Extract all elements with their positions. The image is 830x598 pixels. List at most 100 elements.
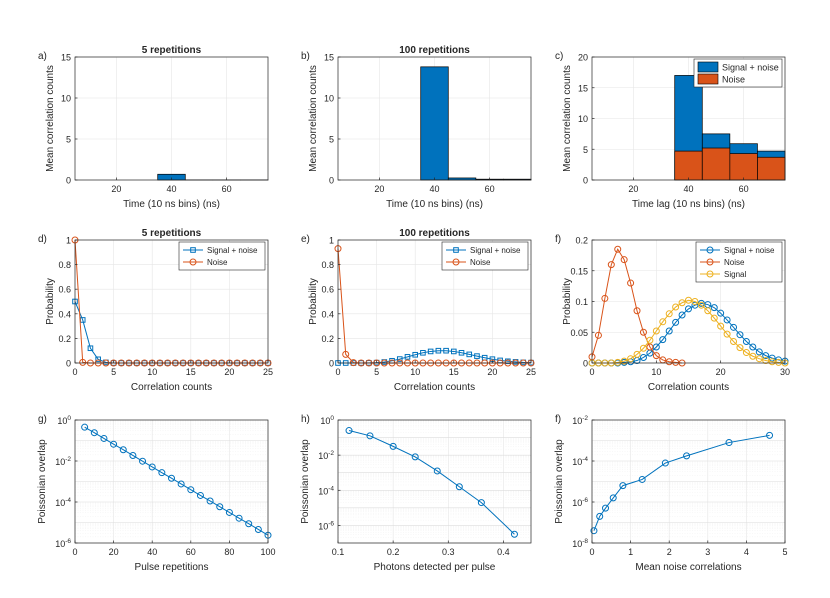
panel-label: b) bbox=[301, 51, 310, 62]
x-tick-label: 0 bbox=[72, 547, 77, 557]
x-axis-label: Correlation counts bbox=[131, 382, 212, 393]
y-tick-label: 10-8 bbox=[572, 538, 588, 549]
y-axis-label: Poissonian overlap bbox=[37, 439, 48, 524]
x-tick-label: 0.2 bbox=[387, 547, 400, 557]
data-point bbox=[683, 452, 691, 460]
y-tick-label: 5 bbox=[66, 135, 71, 145]
x-tick-label: 20 bbox=[716, 367, 726, 377]
data bbox=[590, 431, 774, 535]
x-tick-label: 0 bbox=[589, 547, 594, 557]
legend-marker bbox=[189, 258, 197, 266]
data-point bbox=[168, 474, 175, 482]
data-point bbox=[427, 348, 434, 355]
y-axis-label: Poissonian overlap bbox=[300, 439, 311, 524]
data-point bbox=[235, 514, 243, 522]
x-tick-label: 5 bbox=[111, 367, 116, 377]
data-point bbox=[627, 279, 635, 287]
data-point bbox=[396, 356, 403, 362]
data bbox=[345, 427, 518, 538]
y-tick-label: 1 bbox=[66, 236, 71, 246]
data-point bbox=[95, 356, 101, 363]
x-axis-label: Pulse repetitions bbox=[135, 562, 209, 573]
data-point bbox=[81, 423, 89, 431]
y-tick-label: 0.8 bbox=[321, 260, 334, 270]
legend-entry: Signal + noise bbox=[697, 61, 779, 73]
series-line bbox=[593, 434, 770, 531]
data-point bbox=[639, 353, 647, 361]
bar bbox=[420, 66, 449, 181]
data-point bbox=[633, 350, 641, 358]
series bbox=[590, 431, 774, 535]
ticks: 0 5 10 15 20 25 0 0.2 0.4 0.6 0.8 1 bbox=[321, 236, 536, 378]
y-tick-label: 10-4 bbox=[318, 485, 334, 496]
chart-title: 5 repetitions bbox=[142, 228, 202, 239]
data-point bbox=[620, 256, 628, 264]
data-point bbox=[723, 330, 731, 338]
plot-area bbox=[338, 420, 531, 543]
data-point bbox=[411, 453, 419, 461]
y-tick-label: 10-4 bbox=[572, 456, 588, 467]
panel-d: 0 5 10 15 20 25 0 0.2 0.4 0.6 0.8 1 Correlation coun… bbox=[38, 228, 273, 393]
x-tick-label: 3 bbox=[705, 547, 710, 557]
legend-label: Noise bbox=[470, 258, 491, 267]
data bbox=[420, 66, 532, 181]
x-tick-label: 20 bbox=[109, 547, 119, 557]
axes-box bbox=[74, 239, 269, 364]
data-point bbox=[254, 525, 262, 533]
panel-h: 0.1 0.2 0.3 0.4 10-6 10-4 10-2 100 Photons detec… bbox=[300, 414, 532, 573]
x-axis-label: Photons detected per pulse bbox=[374, 562, 496, 573]
data-point bbox=[466, 351, 473, 358]
x-tick-label: 10 bbox=[410, 367, 420, 377]
data-point bbox=[742, 337, 750, 345]
legend: Signal + noise Noise bbox=[693, 58, 783, 88]
x-tick-label: 40 bbox=[166, 184, 176, 194]
data-point bbox=[451, 348, 457, 355]
panel-f1: 0 10 20 30 0 0.05 0.1 0.15 0.2 Correlation counts… bbox=[555, 234, 790, 393]
legend: Signal + noise Noise bbox=[441, 241, 529, 271]
x-axis-label: Time (10 ns bins) (ns) bbox=[386, 199, 483, 210]
data-point bbox=[762, 357, 770, 365]
y-axis-label: Mean correlation counts bbox=[562, 65, 573, 172]
grid bbox=[74, 419, 269, 544]
data-point bbox=[443, 347, 449, 354]
data-point bbox=[87, 345, 94, 352]
x-tick-label: 2 bbox=[667, 547, 672, 557]
legend-label: Signal + noise bbox=[722, 63, 779, 73]
data-point bbox=[119, 446, 127, 454]
y-tick-label: 100 bbox=[57, 415, 71, 426]
data-point bbox=[148, 463, 156, 471]
bar bbox=[701, 147, 731, 181]
y-tick-label: 0.1 bbox=[575, 297, 588, 307]
x-tick-label: 30 bbox=[780, 367, 790, 377]
x-tick-label: 4 bbox=[744, 547, 749, 557]
data-point bbox=[755, 348, 763, 356]
ticks: 0 5 10 15 20 25 0 0.2 0.4 0.6 0.8 1 bbox=[58, 236, 273, 378]
data-point bbox=[766, 431, 774, 439]
x-tick-label: 60 bbox=[186, 547, 196, 557]
legend-label: Signal + noise bbox=[207, 246, 258, 255]
ticks: 20 40 60 0 5 10 15 bbox=[324, 53, 495, 195]
bar bbox=[757, 156, 786, 181]
y-tick-label: 0.8 bbox=[58, 260, 71, 270]
data-point bbox=[594, 331, 602, 339]
panel-e: 0 5 10 15 20 25 0 0.2 0.4 0.6 0.8 1 Correlation coun… bbox=[301, 228, 536, 393]
x-tick-label: 40 bbox=[683, 184, 693, 194]
data-point bbox=[129, 451, 137, 459]
data-point bbox=[620, 357, 628, 365]
data-point bbox=[366, 432, 374, 440]
data-point bbox=[601, 294, 609, 302]
y-tick-label: 0 bbox=[66, 176, 71, 186]
x-tick-label: 20 bbox=[374, 184, 384, 194]
data-point bbox=[435, 347, 442, 354]
series-line bbox=[591, 248, 683, 364]
data-point bbox=[710, 304, 718, 312]
axes-box bbox=[591, 419, 786, 544]
data bbox=[81, 423, 272, 539]
panel-b: 20 40 60 0 5 10 15 Time (10 ns bins) (ns) Mean c… bbox=[301, 45, 532, 210]
data-point bbox=[609, 494, 617, 502]
ticks: 0.1 0.2 0.3 0.4 10-6 10-4 10-2 100 bbox=[318, 415, 509, 557]
data-point bbox=[652, 327, 660, 335]
y-axis-label: Probability bbox=[308, 278, 319, 325]
legend-label: Signal + noise bbox=[724, 246, 775, 255]
bar bbox=[729, 153, 758, 181]
